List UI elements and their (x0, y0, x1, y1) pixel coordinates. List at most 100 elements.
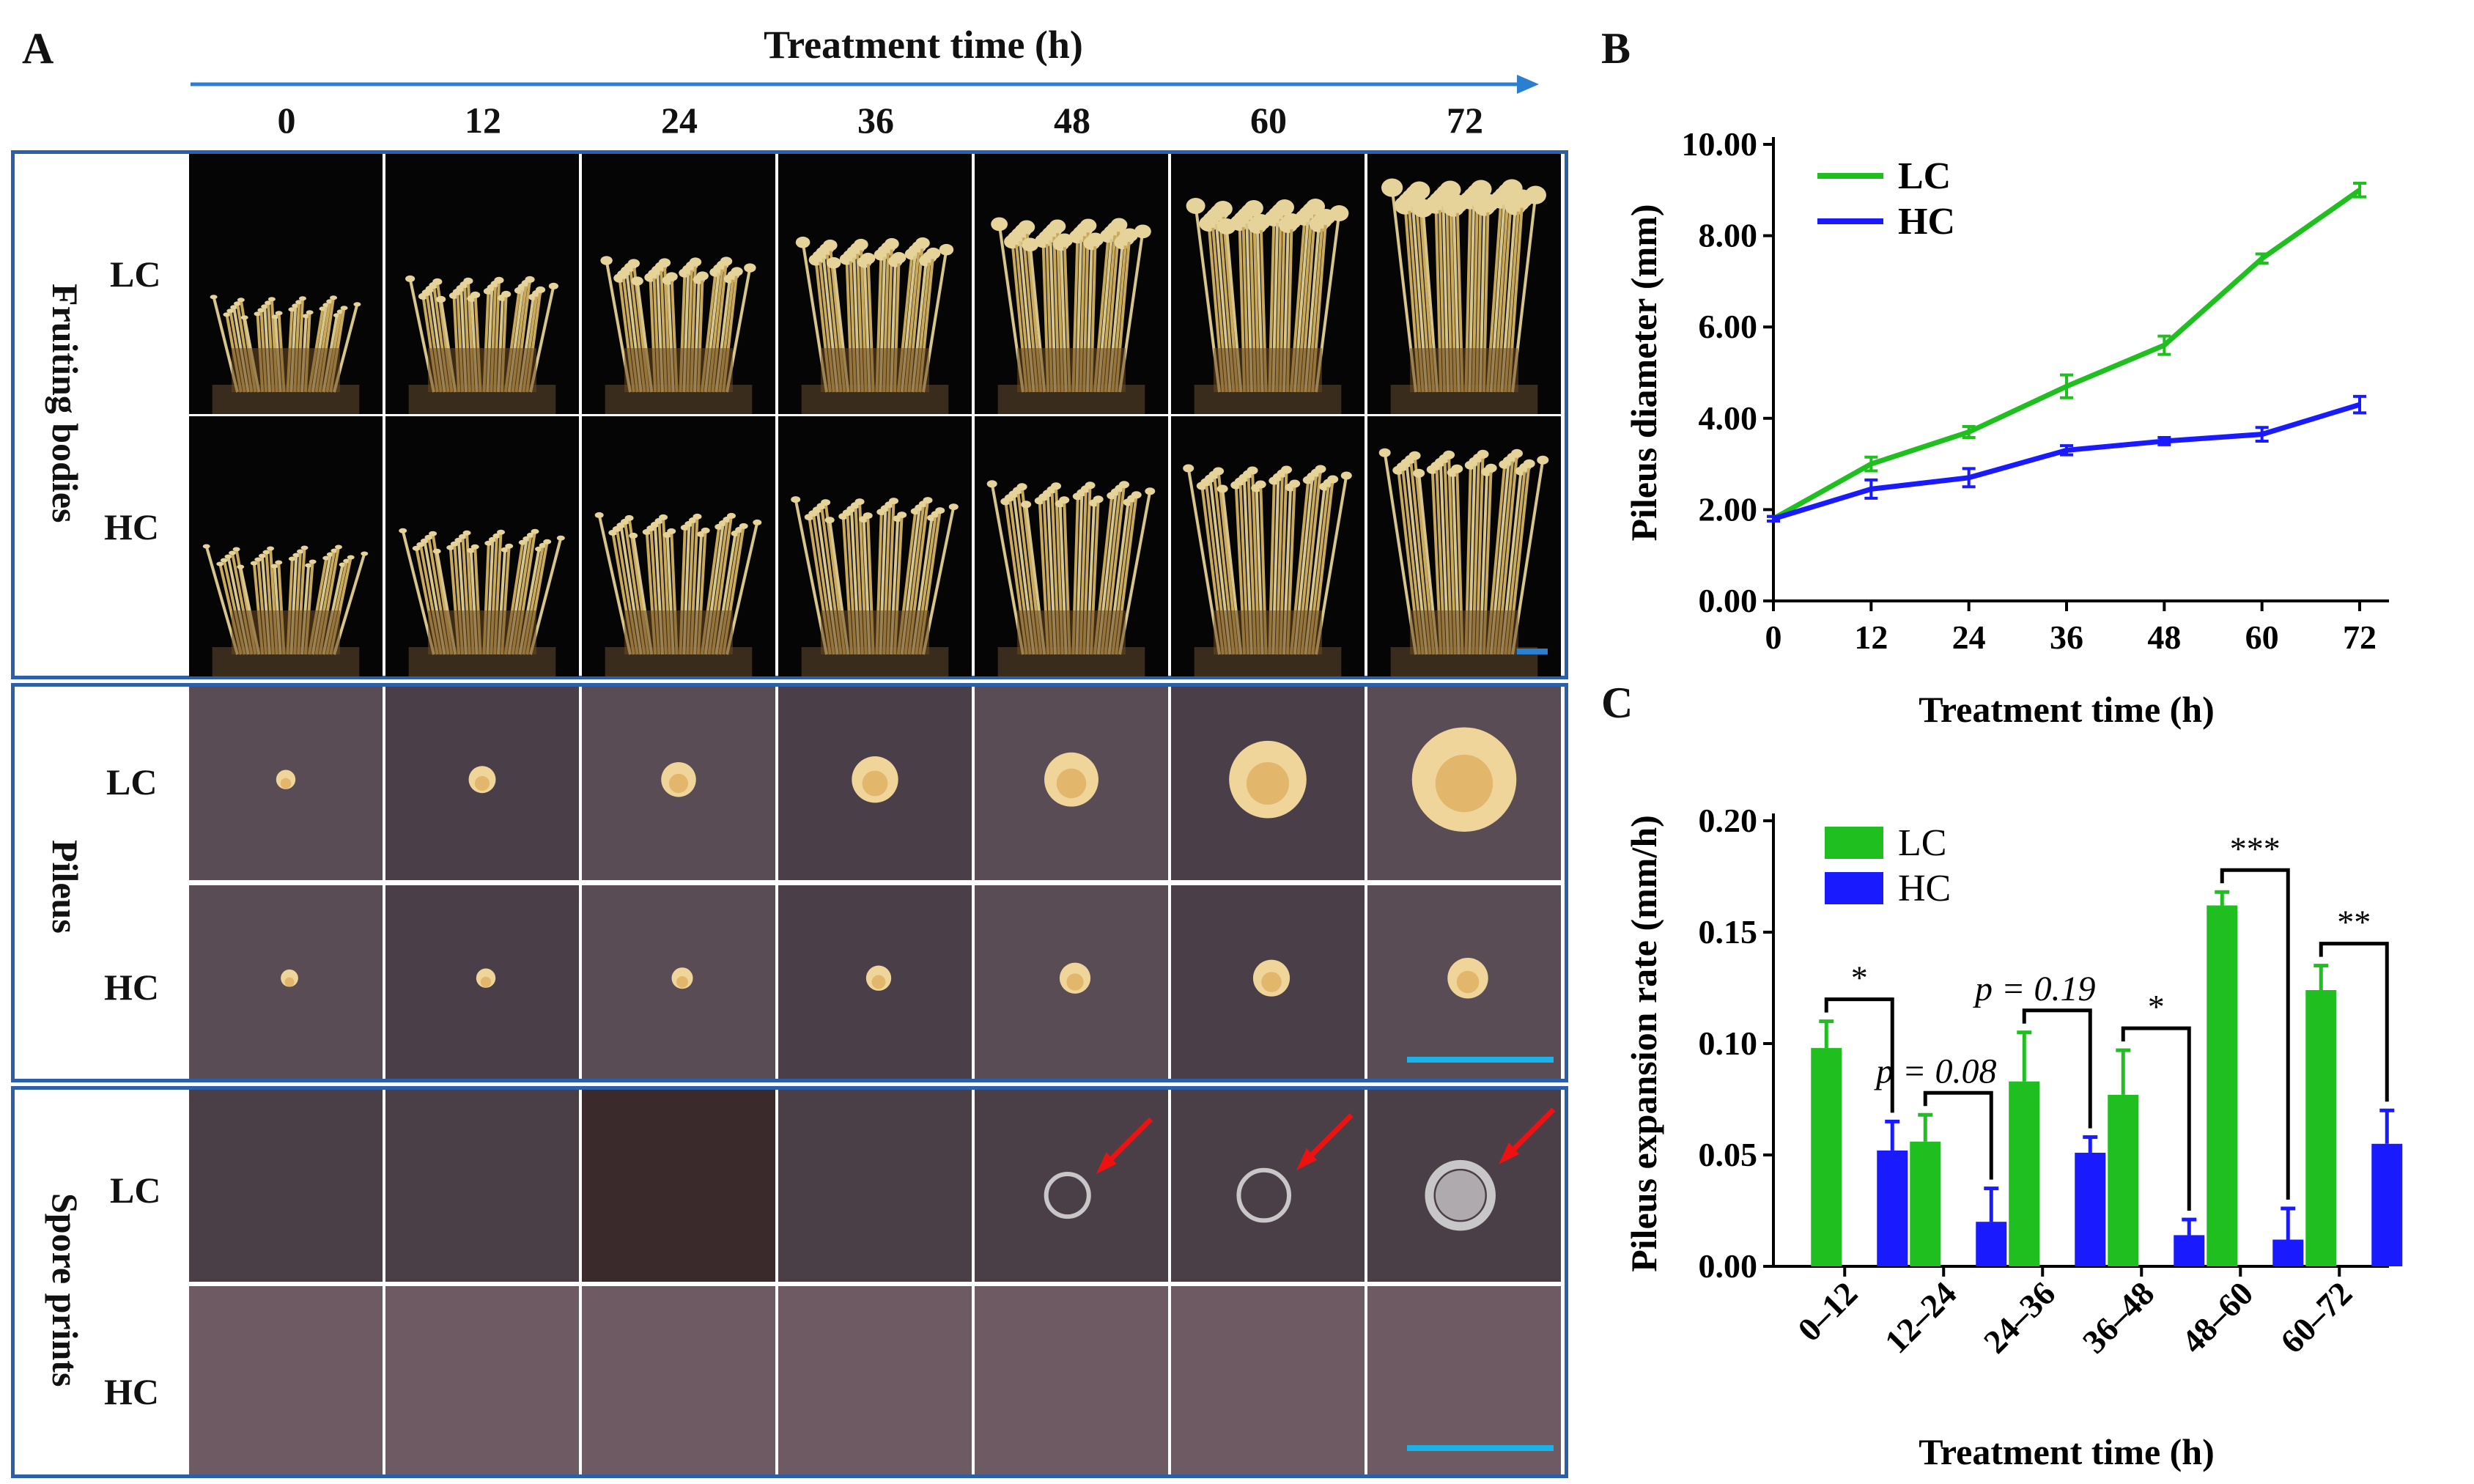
photo-background (1171, 1090, 1365, 1282)
cap (726, 512, 736, 519)
cap (1327, 475, 1339, 484)
fruiting-body-photo (582, 416, 775, 676)
cell-graphic (1367, 885, 1561, 1079)
pileus-photo (1367, 885, 1561, 1079)
cell-graphic (385, 154, 579, 414)
cap (1381, 178, 1403, 197)
cap (1281, 465, 1293, 474)
cap (720, 256, 733, 266)
fruiting-body-photo (189, 154, 383, 414)
cap (226, 309, 235, 314)
cap (230, 305, 238, 310)
cap (361, 551, 369, 556)
spore-print-photo (385, 1090, 579, 1282)
cap (854, 498, 865, 506)
x-tick-label: 0–12 (1790, 1274, 1864, 1348)
significance-annotation: * (1851, 959, 1868, 997)
pileus-diameter-chart: 0.00 2.00 4.00 6.00 8.00 10.00 0 12 24 36 48 60 72 Tr… (1623, 125, 2389, 730)
cap (1413, 468, 1425, 478)
spore-print-photo (385, 1286, 579, 1474)
cap (1093, 495, 1104, 503)
pileus-center (480, 976, 492, 988)
x-tick-label: 72 (2343, 619, 2377, 656)
cap (298, 296, 306, 301)
cap (309, 559, 317, 564)
cap (665, 272, 678, 281)
cap (330, 295, 338, 300)
cap (462, 530, 471, 536)
cap (1439, 180, 1461, 199)
legend-swatch-hc (1825, 872, 1883, 904)
cell-graphic (189, 687, 383, 880)
time-arrow (191, 75, 1539, 94)
cap (488, 536, 497, 542)
cap (492, 533, 501, 539)
pileus-center (862, 770, 888, 797)
cap (424, 534, 433, 540)
cap (420, 538, 429, 544)
cap (531, 528, 539, 534)
y-tick-label: 0.05 (1699, 1136, 1758, 1173)
x-axis-label: Treatment time (h) (1919, 1431, 2215, 1472)
series-line-lc (1772, 188, 2362, 521)
bar-lc (2009, 1081, 2040, 1266)
cap (432, 548, 441, 554)
pileus-photo (778, 885, 972, 1079)
significance-bracket (2220, 868, 2290, 1200)
pileus-photo (1171, 687, 1365, 880)
cap (1378, 448, 1391, 457)
cap (1247, 466, 1258, 475)
row-label-lc: LC (110, 1170, 161, 1211)
cell-graphic (975, 1286, 1168, 1474)
spore-print-photo (189, 1286, 383, 1474)
bar-lc (2108, 1094, 2139, 1266)
cap (306, 310, 314, 315)
cell-graphic (189, 154, 383, 414)
cap (233, 301, 241, 306)
photo-background (1171, 1286, 1365, 1474)
stipe-base-shade (232, 348, 340, 392)
cap (885, 237, 899, 250)
cell-graphic (1171, 687, 1365, 880)
scale-bar (1407, 1057, 1554, 1063)
bar-hc (1976, 1222, 2007, 1266)
time-point-label: 36 (857, 100, 894, 141)
cap (548, 282, 558, 289)
spore-deposit (1435, 1170, 1485, 1220)
section-label-spore-prints: Spore prints (45, 1192, 86, 1387)
cap (224, 554, 232, 559)
cap (1510, 448, 1523, 458)
cap (525, 276, 535, 283)
red-arrow-head (1498, 1142, 1519, 1164)
panel-c-letter: C (1601, 679, 1633, 727)
cap (237, 564, 245, 569)
cap (658, 258, 671, 267)
stipe-base-shade (821, 348, 929, 392)
cell-graphic (1171, 1286, 1365, 1474)
cap (275, 560, 283, 565)
significance-annotation: *** (2230, 830, 2281, 867)
pileus-photo (582, 885, 775, 1079)
cell-graphic (778, 154, 972, 414)
cap (923, 497, 933, 504)
spore-print-photo (778, 1090, 972, 1282)
cap (689, 257, 702, 267)
pileus-center (280, 778, 292, 789)
stipe-base-shade (428, 348, 536, 392)
cell-graphic (1367, 1286, 1561, 1474)
stipe-base-shade (1410, 610, 1518, 654)
y-tick-label: 10.00 (1682, 125, 1758, 163)
cap (795, 236, 810, 248)
cap (594, 512, 604, 518)
panel-a-title: Treatment time (h) (764, 23, 1083, 67)
cap (353, 302, 361, 307)
bar-hc (2371, 1143, 2403, 1266)
spore-print-photo (975, 1286, 1168, 1474)
pileus-photo (975, 885, 1168, 1079)
cell-graphic (582, 885, 775, 1079)
cell-graphic (975, 885, 1168, 1079)
cap (250, 561, 258, 566)
photo-background (975, 1090, 1168, 1282)
cap (1121, 228, 1138, 243)
spore-print-photo (1171, 1286, 1365, 1474)
